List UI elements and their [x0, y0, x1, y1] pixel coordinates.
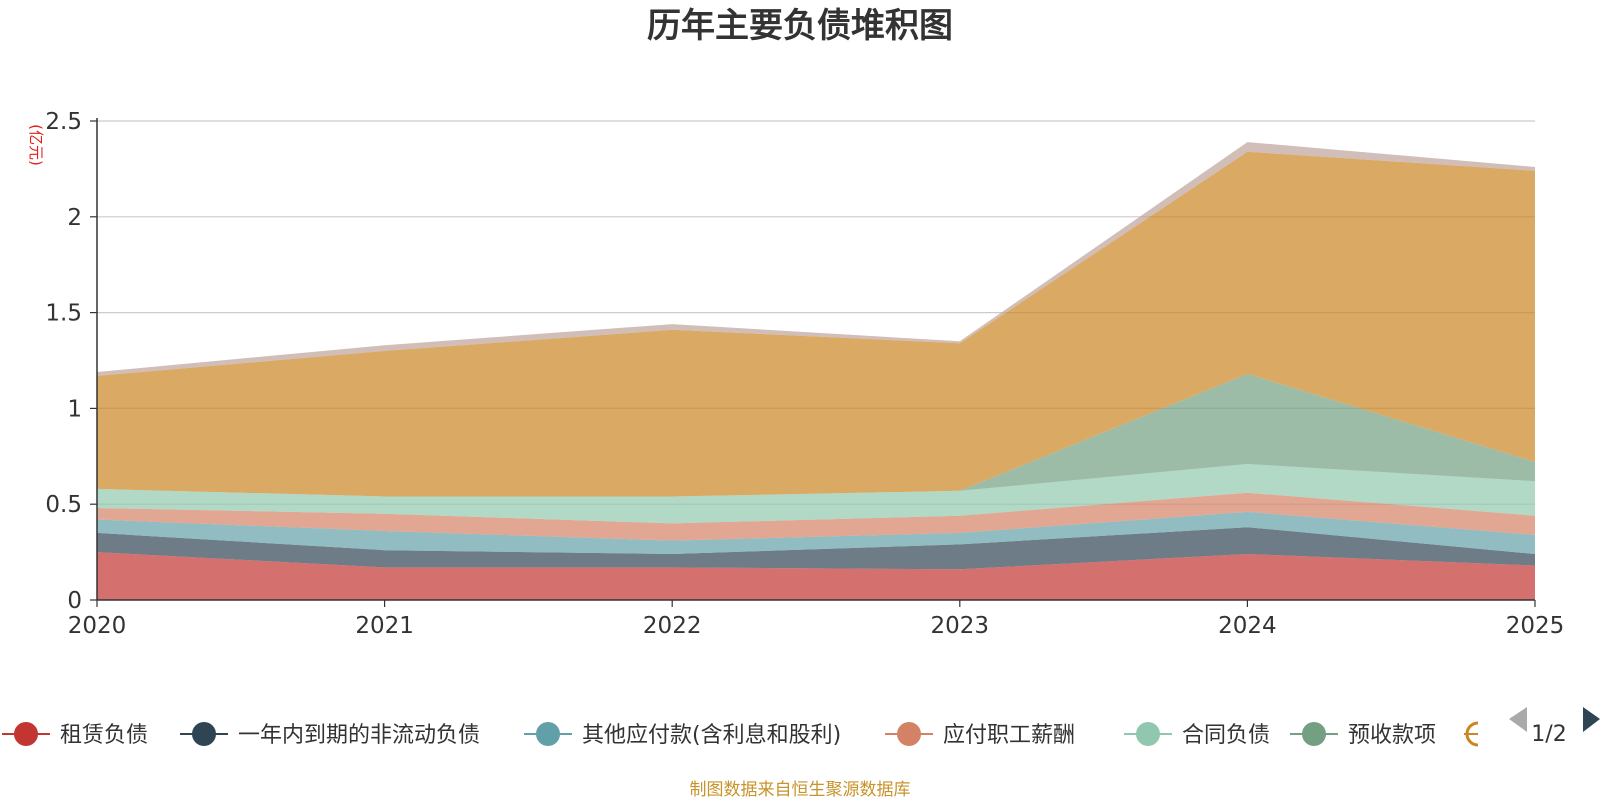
- legend-marker: [1136, 722, 1160, 746]
- axes: 0 0.5 1 1.5 2 2.5 2020 2021 2022 2023 2024 2025: [45, 109, 1564, 639]
- y-tick-label: 1.5: [45, 301, 82, 327]
- legend-item-truncated[interactable]: [1464, 721, 1479, 747]
- y-tick-label: 0.5: [45, 492, 82, 518]
- x-tick-label: 2021: [355, 613, 414, 639]
- area-series: [97, 142, 1535, 600]
- legend-label: 预收款项: [1348, 723, 1436, 748]
- x-tick-label: 2025: [1506, 613, 1565, 639]
- legend-label: 其他应付款(含利息和股利): [582, 723, 841, 748]
- legend-item[interactable]: 应付职工薪酬: [885, 722, 1075, 748]
- legend-marker: [1465, 721, 1479, 747]
- legend-marker: [192, 722, 216, 746]
- legend-item[interactable]: 预收款项: [1290, 722, 1436, 748]
- legend-next-icon[interactable]: [1583, 707, 1600, 732]
- legend-label: 合同负债: [1182, 723, 1270, 748]
- y-axis-unit: (亿元): [27, 124, 45, 166]
- legend-marker: [897, 722, 921, 746]
- x-tick-label: 2024: [1218, 613, 1277, 639]
- legend-item[interactable]: 其他应付款(含利息和股利): [524, 722, 841, 748]
- y-tick-label: 1: [67, 396, 82, 422]
- chart-title: 历年主要负债堆积图: [647, 6, 953, 46]
- area-2: [97, 527, 1535, 570]
- legend-marker: [14, 722, 38, 746]
- y-tick-label: 2.5: [45, 109, 82, 135]
- legend-label: 应付职工薪酬: [943, 723, 1075, 748]
- x-tick-label: 2023: [931, 613, 990, 639]
- legend: 租赁负债 一年内到期的非流动负债 其他应付款(含利息和股利) 应付职工薪酬 合同负债 预收…: [2, 721, 1479, 748]
- legend-prev-icon[interactable]: [1509, 707, 1527, 732]
- legend-item[interactable]: 租赁负债: [2, 722, 148, 748]
- legend-marker: [1302, 722, 1326, 746]
- y-tick-label: 0: [67, 588, 82, 614]
- x-tick-label: 2022: [643, 613, 702, 639]
- legend-label: 一年内到期的非流动负债: [238, 723, 480, 748]
- legend-label: 租赁负债: [60, 723, 148, 748]
- area-7: [97, 151, 1535, 497]
- x-tick-label: 2020: [68, 613, 127, 639]
- area-6: [97, 373, 1535, 497]
- data-source-note: 制图数据来自恒生聚源数据库: [690, 780, 911, 800]
- area-4: [97, 492, 1535, 541]
- area-3: [97, 511, 1535, 554]
- legend-item[interactable]: 合同负债: [1124, 722, 1270, 748]
- legend-pager: 1/2: [1509, 707, 1600, 747]
- area-1: [97, 552, 1535, 600]
- legend-marker: [536, 722, 560, 746]
- area-5: [97, 464, 1535, 524]
- y-tick-label: 2: [67, 205, 82, 231]
- legend-page-indicator: 1/2: [1531, 722, 1566, 747]
- legend-item[interactable]: 一年内到期的非流动负债: [180, 722, 480, 748]
